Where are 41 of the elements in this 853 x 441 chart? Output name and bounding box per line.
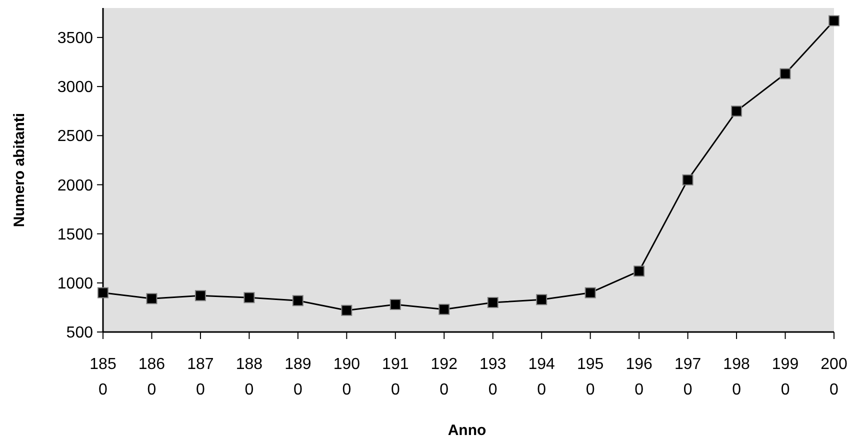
x-tick-label: 1990 xyxy=(772,356,799,399)
point xyxy=(487,297,498,308)
y-tick-label: 1000 xyxy=(57,276,94,293)
y-tick-label: 1500 xyxy=(57,226,94,244)
x-tick-label: 1910 xyxy=(382,356,409,399)
point xyxy=(828,15,840,26)
x-tick-label: 1950 xyxy=(576,356,604,399)
point xyxy=(536,294,548,306)
x-tick-label: 1870 xyxy=(187,356,214,399)
x-tick-label: 1930 xyxy=(480,356,506,399)
x-tick-label: 1880 xyxy=(236,356,263,399)
point xyxy=(341,304,352,316)
point xyxy=(634,266,645,277)
point xyxy=(780,68,791,80)
x-tick-label: 1900 xyxy=(333,356,360,399)
point xyxy=(390,299,401,310)
y-tick-label: 2000 xyxy=(57,177,94,194)
point xyxy=(731,106,742,117)
point xyxy=(682,174,694,186)
x-tick-label: 1970 xyxy=(674,356,702,399)
x-tick-label: 1860 xyxy=(138,356,166,399)
x-tick-label: 1890 xyxy=(284,356,312,399)
point xyxy=(194,290,206,302)
point xyxy=(146,293,158,304)
x-tick-label: 1940 xyxy=(528,356,556,399)
point xyxy=(584,287,596,298)
x-axis-title: Anno xyxy=(448,422,486,439)
y-axis-title: Numero abitanti xyxy=(11,112,28,228)
x-tick-label: 1920 xyxy=(430,356,458,399)
point xyxy=(244,292,255,304)
y-tick-label: 3500 xyxy=(57,30,94,48)
y-tick-label: 3000 xyxy=(57,79,94,96)
point xyxy=(98,287,108,298)
point xyxy=(438,304,450,315)
y-tick-label: 2500 xyxy=(57,128,94,146)
x-tick-label: 1980 xyxy=(723,356,750,399)
x-tick-label: 2000 xyxy=(820,356,848,399)
y-tick-label: 500 xyxy=(66,324,94,342)
x-tick-label: 1960 xyxy=(626,356,653,399)
x-tick-label: 1850 xyxy=(90,356,116,399)
point xyxy=(292,295,304,306)
